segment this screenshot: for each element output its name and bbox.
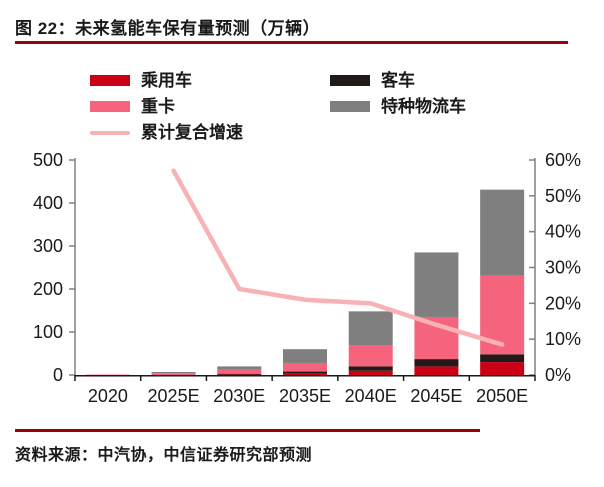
footer-divider-rule bbox=[15, 429, 480, 432]
bar-segment-2030E bbox=[217, 369, 262, 374]
x-axis-category-label: 2040E bbox=[345, 386, 397, 406]
bar-segment-2045E bbox=[414, 366, 459, 375]
left-axis-tick-label: 0 bbox=[53, 365, 63, 385]
legend-label: 特种物流车 bbox=[381, 97, 466, 116]
bar-segment-2050E bbox=[480, 362, 525, 375]
legend-swatch-passenger-cars bbox=[90, 75, 130, 86]
x-axis-category-label: 2045E bbox=[410, 386, 462, 406]
x-axis-category-label: 2050E bbox=[476, 386, 528, 406]
left-axis-tick-label: 500 bbox=[33, 150, 63, 170]
legend-label: 累计复合增速 bbox=[141, 123, 243, 142]
left-axis-tick-label: 200 bbox=[33, 279, 63, 299]
bar-segment-2020 bbox=[85, 374, 130, 376]
bar-segment-2030E bbox=[217, 366, 262, 370]
legend-swatch-special-logistics bbox=[330, 101, 370, 112]
legend-item-buses: 客车 bbox=[330, 72, 466, 89]
legend-swatch-buses bbox=[330, 75, 370, 86]
bar-segment-2040E bbox=[348, 345, 393, 367]
legend-item-heavy-trucks: 重卡 bbox=[90, 98, 243, 115]
legend-label: 重卡 bbox=[141, 97, 175, 116]
bar-segment-2030E bbox=[217, 373, 262, 375]
left-axis-tick-label: 400 bbox=[33, 193, 63, 213]
bar-segment-2030E bbox=[217, 374, 262, 376]
cagr-growth-line bbox=[171, 168, 505, 347]
bar-segment-2025E bbox=[151, 373, 196, 375]
left-axis-tick-label: 300 bbox=[33, 236, 63, 256]
legend-swatch-cagr-line bbox=[90, 130, 130, 135]
bar-segment-2050E bbox=[480, 189, 525, 276]
figure-title: 图 22：未来氢能车保有量预测（万辆） bbox=[15, 19, 321, 38]
right-axis-tick-label: 0% bbox=[545, 365, 571, 385]
legend-label: 客车 bbox=[381, 71, 415, 90]
legend-item-passenger-cars: 乘用车 bbox=[90, 72, 243, 89]
legend-column-right: 客车 特种物流车 bbox=[330, 72, 466, 124]
bar-segment-2040E bbox=[348, 366, 393, 371]
legend-item-special-logistics: 特种物流车 bbox=[330, 98, 466, 115]
figure-source: 资料来源：中汽协，中信证券研究部预测 bbox=[15, 447, 313, 464]
bar-segment-2035E bbox=[283, 349, 327, 363]
title-divider-rule bbox=[15, 41, 568, 44]
right-axis-tick-label: 20% bbox=[545, 293, 581, 313]
right-axis-tick-label: 10% bbox=[545, 329, 581, 349]
right-axis-tick-label: 40% bbox=[545, 222, 581, 242]
x-axis-category-label: 2020 bbox=[88, 386, 128, 406]
right-axis-tick-label: 30% bbox=[545, 258, 581, 278]
bar-segment-2025E bbox=[151, 371, 196, 374]
legend-label: 乘用车 bbox=[141, 71, 192, 90]
bar-segment-2045E bbox=[414, 252, 459, 317]
bar-segment-2035E bbox=[283, 373, 327, 375]
legend-column-left: 乘用车重卡累计复合增速 bbox=[90, 72, 243, 150]
bar-segment-2035E bbox=[283, 371, 327, 374]
x-axis-category-label: 2025E bbox=[148, 386, 200, 406]
legend-item-cagr-line: 累计复合增速 bbox=[90, 124, 243, 141]
right-axis-tick-label: 50% bbox=[545, 186, 581, 206]
right-axis-tick-label: 60% bbox=[545, 150, 581, 170]
left-axis-tick-label: 100 bbox=[33, 322, 63, 342]
bar-segment-2040E bbox=[348, 370, 393, 375]
bar-segment-2035E bbox=[283, 362, 327, 372]
x-axis-category-label: 2030E bbox=[213, 386, 265, 406]
legend-swatch-heavy-trucks bbox=[90, 101, 130, 112]
x-axis-category-label: 2035E bbox=[279, 386, 331, 406]
bar-segment-2040E bbox=[348, 311, 393, 346]
bar-segment-2045E bbox=[414, 359, 459, 367]
bar-segment-2050E bbox=[480, 354, 525, 363]
